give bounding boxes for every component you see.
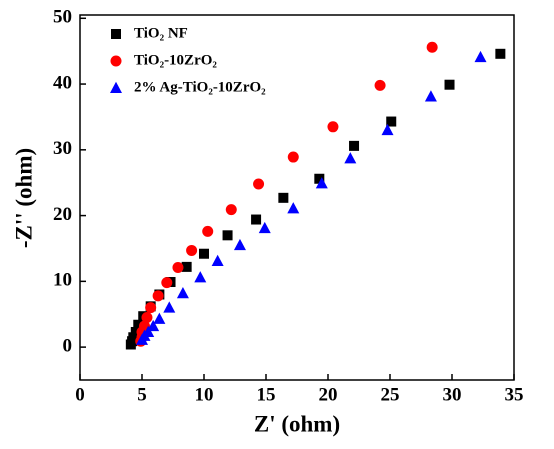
marker: [287, 151, 299, 163]
marker: [186, 244, 198, 256]
x-tick-label: 35: [505, 384, 524, 405]
marker: [327, 121, 339, 133]
marker: [145, 302, 157, 314]
y-tick-label: 10: [53, 270, 72, 291]
marker: [141, 312, 153, 324]
marker: [253, 178, 265, 190]
marker: [211, 254, 224, 266]
marker: [225, 204, 237, 216]
marker: [153, 312, 166, 324]
marker: [147, 319, 160, 332]
marker: [194, 271, 207, 283]
y-tick-label: 20: [53, 204, 72, 225]
marker: [424, 90, 437, 102]
marker: [374, 79, 386, 91]
marker: [233, 238, 246, 251]
x-axis-label: Z' (ohm): [254, 411, 340, 436]
marker: [287, 202, 300, 214]
y-tick-label: 50: [53, 7, 72, 28]
x-tick-label: 0: [75, 384, 85, 405]
marker: [202, 225, 214, 237]
marker: [278, 192, 289, 203]
x-tick-label: 5: [137, 384, 147, 405]
marker: [136, 333, 148, 345]
marker: [172, 262, 184, 274]
marker: [152, 290, 164, 302]
marker: [251, 214, 262, 225]
y-tick-label: 40: [53, 72, 72, 93]
marker: [426, 41, 438, 53]
x-tick-label: 25: [381, 384, 400, 405]
legend-label: TiO₂ NF: [134, 25, 188, 41]
y-tick-label: 0: [63, 335, 73, 356]
marker: [314, 173, 325, 184]
legend-label: TiO₂-10ZrO₂: [134, 52, 217, 68]
marker: [163, 301, 176, 313]
marker: [181, 261, 192, 272]
marker: [349, 140, 360, 151]
marker: [444, 79, 455, 90]
marker: [386, 116, 397, 127]
legend-label: 2% Ag-TiO₂-10ZrO₂: [134, 79, 266, 95]
x-tick-label: 15: [257, 384, 276, 405]
marker: [474, 50, 487, 63]
marker: [495, 48, 506, 59]
x-tick-label: 30: [443, 384, 462, 405]
marker: [199, 248, 209, 259]
marker: [315, 177, 328, 189]
y-tick-label: 30: [53, 138, 72, 159]
marker: [130, 326, 141, 337]
marker: [344, 152, 357, 164]
marker: [111, 29, 121, 39]
marker: [133, 319, 144, 330]
marker: [161, 277, 173, 289]
marker: [258, 221, 271, 234]
x-tick-label: 10: [195, 384, 214, 405]
marker: [381, 123, 394, 136]
marker: [110, 55, 122, 67]
x-tick-label: 20: [319, 384, 338, 405]
marker: [125, 339, 136, 350]
marker: [110, 81, 122, 93]
plot-frame: [79, 14, 515, 381]
y-axis-label: -Z'' (ohm): [11, 148, 36, 248]
marker: [222, 230, 233, 241]
marker: [176, 286, 189, 299]
